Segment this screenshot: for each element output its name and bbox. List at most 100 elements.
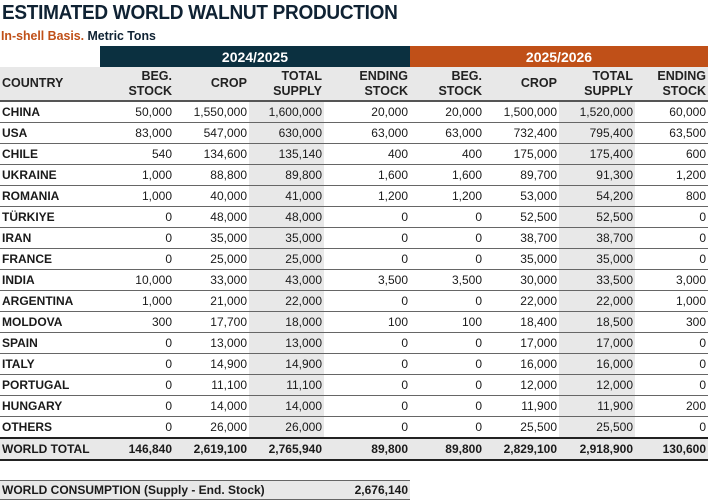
country-cell: CHINA: [0, 101, 100, 123]
value-cell: 175,400: [559, 143, 635, 165]
country-cell: UKRAINE: [0, 164, 100, 186]
value-cell: 0: [635, 206, 708, 228]
value-cell: 33,000: [174, 269, 249, 291]
value-cell: 12,000: [484, 374, 559, 396]
value-cell: 88,800: [174, 164, 249, 186]
value-cell: 63,000: [324, 122, 410, 144]
value-cell: 48,000: [174, 206, 249, 228]
world-consumption-value: 2,676,140: [354, 483, 408, 497]
value-cell: 1,000: [100, 164, 174, 186]
value-cell: 2,765,940: [249, 437, 324, 461]
value-cell: 20,000: [324, 101, 410, 123]
world-consumption-row: WORLD CONSUMPTION (Supply - End. Stock) …: [0, 480, 410, 500]
table-row: OTHERS 0 26,000 26,000 0 0 25,500 25,500 0: [0, 416, 708, 439]
value-cell: 35,000: [484, 248, 559, 270]
world-total-row: WORLD TOTAL 146,840 2,619,100 2,765,940 89,8…: [0, 437, 708, 461]
value-cell: 3,500: [324, 269, 410, 291]
value-cell: 630,000: [249, 122, 324, 144]
value-cell: 1,600,000: [249, 101, 324, 123]
value-cell: 1,600: [324, 164, 410, 186]
value-cell: 732,400: [484, 122, 559, 144]
country-cell: ARGENTINA: [0, 290, 100, 312]
value-cell: 0: [324, 374, 410, 396]
value-cell: 0: [100, 374, 174, 396]
value-cell: 12,000: [559, 374, 635, 396]
value-cell: 13,000: [249, 332, 324, 354]
value-cell: 20,000: [410, 101, 484, 123]
value-cell: 0: [635, 353, 708, 375]
value-cell: 16,000: [559, 353, 635, 375]
value-cell: 1,000: [100, 290, 174, 312]
table-row: CHINA 50,000 1,550,000 1,600,000 20,000 20,00…: [0, 101, 708, 123]
table-row: MOLDOVA 300 17,700 18,000 100 100 18,400 18,500…: [0, 311, 708, 333]
value-cell: 547,000: [174, 122, 249, 144]
country-cell: OTHERS: [0, 416, 100, 439]
subtitle-basis: In-shell Basis.: [1, 28, 85, 43]
value-cell: 26,000: [174, 416, 249, 439]
column-header-beg-stock: BEG. STOCK: [100, 67, 174, 102]
value-cell: 200: [635, 395, 708, 417]
value-cell: 21,000: [174, 290, 249, 312]
value-cell: 89,700: [484, 164, 559, 186]
value-cell: 0: [410, 374, 484, 396]
value-cell: 60,000: [635, 101, 708, 123]
value-cell: 0: [324, 206, 410, 228]
value-cell: 53,000: [484, 185, 559, 207]
column-header-crop: CROP: [174, 67, 249, 102]
value-cell: 0: [635, 227, 708, 249]
value-cell: 16,000: [484, 353, 559, 375]
value-cell: 18,000: [249, 311, 324, 333]
column-header-beg-stock: BEG. STOCK: [410, 67, 484, 102]
value-cell: 52,500: [484, 206, 559, 228]
column-header-line: STOCK: [128, 83, 172, 98]
value-cell: 0: [100, 332, 174, 354]
value-cell: 11,900: [559, 395, 635, 417]
value-cell: 52,500: [559, 206, 635, 228]
value-cell: 134,600: [174, 143, 249, 165]
value-cell: 54,200: [559, 185, 635, 207]
value-cell: 146,840: [100, 437, 174, 461]
table-row: IRAN 0 35,000 35,000 0 0 38,700 38,700 0: [0, 227, 708, 249]
column-header-line: BEG.: [451, 68, 482, 83]
value-cell: 41,000: [249, 185, 324, 207]
value-cell: 0: [100, 248, 174, 270]
value-cell: 795,400: [559, 122, 635, 144]
column-header-line: STOCK: [364, 83, 408, 98]
value-cell: 1,600: [410, 164, 484, 186]
value-cell: 10,000: [100, 269, 174, 291]
value-cell: 1,200: [324, 185, 410, 207]
value-cell: 600: [635, 143, 708, 165]
world-consumption-label: WORLD CONSUMPTION (Supply - End. Stock): [2, 483, 265, 497]
value-cell: 17,000: [484, 332, 559, 354]
value-cell: 43,000: [249, 269, 324, 291]
value-cell: 0: [410, 248, 484, 270]
value-cell: 800: [635, 185, 708, 207]
country-cell: FRANCE: [0, 248, 100, 270]
value-cell: 25,500: [559, 416, 635, 439]
column-header-line: STOCK: [438, 83, 482, 98]
table-row: ITALY 0 14,900 14,900 0 0 16,000 16,000 0: [0, 353, 708, 375]
value-cell: 14,000: [174, 395, 249, 417]
value-cell: 22,000: [484, 290, 559, 312]
column-header-line: ENDING: [359, 68, 408, 83]
table-row: ROMANIA 1,000 40,000 41,000 1,200 1,200 53,000…: [0, 185, 708, 207]
value-cell: 14,000: [249, 395, 324, 417]
value-cell: 38,700: [484, 227, 559, 249]
value-cell: 130,600: [635, 437, 708, 461]
value-cell: 0: [324, 353, 410, 375]
country-cell: INDIA: [0, 269, 100, 291]
value-cell: 0: [410, 206, 484, 228]
value-cell: 0: [410, 290, 484, 312]
value-cell: 135,140: [249, 143, 324, 165]
value-cell: 0: [410, 227, 484, 249]
value-cell: 38,700: [559, 227, 635, 249]
table-row: FRANCE 0 25,000 25,000 0 0 35,000 35,000 0: [0, 248, 708, 270]
value-cell: 25,000: [249, 248, 324, 270]
table-row: CHILE 540 134,600 135,140 400 400 175,000 175,4…: [0, 143, 708, 165]
value-cell: 50,000: [100, 101, 174, 123]
country-cell: PORTUGAL: [0, 374, 100, 396]
value-cell: 400: [410, 143, 484, 165]
value-cell: 89,800: [410, 437, 484, 461]
column-header-total-supply: TOTAL SUPPLY: [559, 67, 635, 102]
value-cell: 1,500,000: [484, 101, 559, 123]
